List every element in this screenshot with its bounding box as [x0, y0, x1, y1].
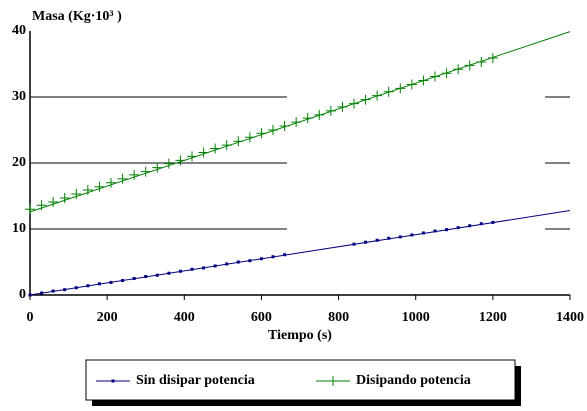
data-point [59, 192, 70, 203]
data-point [28, 293, 32, 297]
x-tick-label: 1200 [479, 310, 507, 325]
data-point [106, 177, 116, 188]
data-point [25, 204, 35, 215]
data-point [259, 257, 263, 261]
y-tick-label: 20 [12, 155, 26, 170]
data-point [198, 147, 209, 158]
x-tick-label: 1400 [556, 310, 584, 325]
data-point [372, 90, 383, 101]
data-point [279, 121, 290, 132]
y-tick-label: 0 [19, 287, 26, 302]
x-tick-label: 0 [27, 310, 34, 325]
data-point [63, 288, 67, 292]
x-tick-label: 400 [174, 310, 195, 325]
data-point [225, 262, 229, 266]
x-tick-label: 1000 [402, 310, 430, 325]
data-point [97, 282, 101, 286]
data-point [175, 155, 186, 166]
data-point [109, 280, 113, 284]
data-point [82, 185, 93, 196]
data-point [111, 379, 115, 383]
data-point [418, 75, 429, 86]
data-point [94, 181, 105, 192]
data-point [51, 289, 55, 293]
data-point [441, 68, 452, 79]
x-tick-label: 600 [251, 310, 272, 325]
data-point [244, 132, 255, 143]
data-point [163, 158, 174, 169]
data-point [221, 140, 232, 151]
data-point [349, 98, 359, 109]
data-point [187, 151, 197, 162]
x-tick-label: 200 [97, 310, 118, 325]
data-point [302, 113, 313, 124]
data-point [144, 275, 148, 279]
data-point [464, 60, 475, 71]
data-point [271, 255, 275, 259]
data-point [364, 240, 368, 244]
data-point [291, 117, 302, 128]
data-point [36, 200, 47, 211]
legend-label: Disipando potencia [356, 373, 471, 388]
x-tick-label: 800 [328, 310, 349, 325]
y-tick-label: 30 [12, 89, 26, 104]
data-point [325, 105, 336, 116]
data-point [178, 269, 182, 273]
data-point [479, 222, 483, 226]
data-point [491, 220, 495, 224]
data-point [213, 264, 217, 268]
data-point [476, 57, 487, 68]
data-point [248, 259, 252, 263]
data-point [360, 94, 371, 105]
data-point [352, 242, 356, 246]
data-point [190, 267, 194, 271]
data-point [256, 128, 267, 139]
data-point [202, 266, 206, 270]
data-point [453, 64, 464, 75]
data-point [421, 231, 425, 235]
data-point [71, 189, 82, 200]
data-point [314, 109, 325, 120]
data-point [398, 235, 402, 239]
data-point [129, 169, 140, 180]
data-point [236, 260, 240, 264]
data-point [268, 125, 278, 135]
data-point [155, 273, 159, 277]
data-point [328, 376, 338, 386]
data-point [406, 79, 417, 90]
data-point [410, 233, 414, 237]
data-point [487, 53, 498, 64]
data-point [430, 71, 440, 82]
data-point [40, 291, 44, 295]
legend-label: Sin disipar potencia [136, 373, 255, 388]
data-point [375, 238, 379, 242]
data-point [395, 83, 406, 94]
data-point [132, 277, 136, 280]
data-point [456, 226, 460, 230]
data-point [445, 228, 449, 232]
data-point [210, 143, 221, 154]
data-point [152, 162, 163, 173]
data-point [140, 166, 151, 177]
data-point [433, 229, 437, 233]
data-point [233, 136, 244, 147]
y-tick-label: 10 [12, 221, 26, 236]
data-point [121, 278, 125, 282]
y-tick-label: 40 [12, 23, 26, 38]
chart-title: Masa (Kg·10³ ) [32, 9, 122, 24]
data-point [48, 196, 59, 207]
data-point [86, 284, 90, 288]
x-axis-label: Tiempo (s) [268, 328, 332, 343]
data-point [74, 286, 78, 290]
data-point [387, 236, 391, 240]
data-point [468, 224, 472, 228]
data-point [167, 271, 171, 275]
legend-box [85, 359, 516, 401]
data-point [283, 253, 287, 257]
data-point [117, 173, 128, 184]
data-point [383, 86, 394, 97]
data-point [337, 101, 348, 112]
